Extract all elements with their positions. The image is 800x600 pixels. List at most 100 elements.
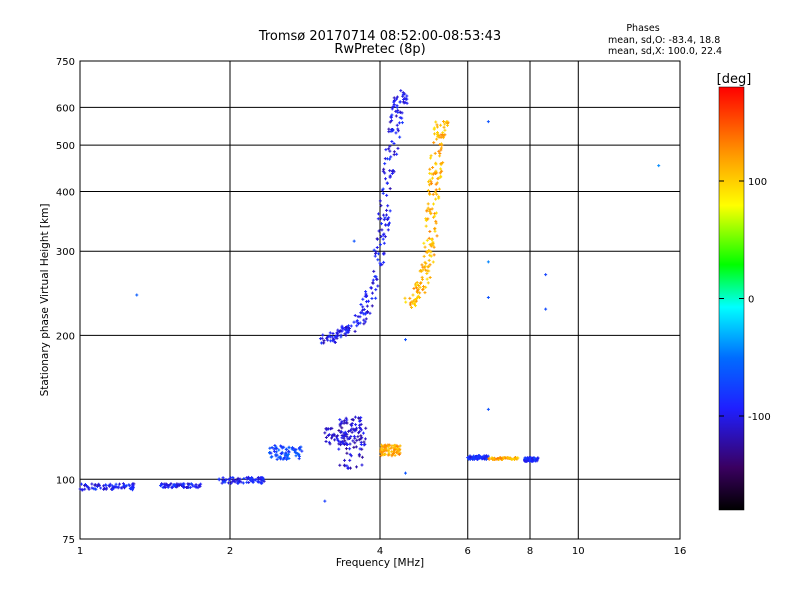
- data-point: [424, 285, 428, 289]
- data-point: [431, 192, 435, 196]
- data-point: [437, 149, 441, 153]
- data-point: [501, 456, 505, 460]
- data-point: [79, 482, 83, 486]
- data-point: [348, 458, 352, 462]
- data-point: [486, 407, 490, 411]
- data-point: [321, 333, 325, 337]
- y-tick-label: 200: [56, 331, 75, 342]
- data-point: [108, 484, 112, 488]
- data-point: [361, 305, 365, 309]
- data-point: [379, 222, 383, 226]
- data-point: [486, 296, 490, 300]
- data-point: [397, 121, 401, 125]
- data-point: [356, 435, 360, 439]
- data-point: [282, 445, 286, 449]
- data-point: [355, 426, 359, 430]
- data-point: [345, 421, 349, 425]
- data-point: [432, 202, 436, 206]
- data-point: [275, 453, 279, 457]
- data-point: [385, 157, 389, 161]
- data-point: [340, 426, 344, 430]
- data-point: [434, 221, 438, 225]
- data-point: [242, 476, 246, 480]
- data-point: [326, 338, 330, 342]
- data-point: [421, 288, 425, 292]
- data-point: [524, 457, 528, 461]
- data-point: [362, 440, 366, 444]
- data-point: [196, 486, 200, 490]
- data-point: [355, 438, 359, 442]
- data-point: [370, 291, 374, 295]
- data-point: [443, 122, 447, 126]
- data-point: [382, 167, 386, 171]
- data-point: [347, 324, 351, 328]
- data-point: [382, 260, 386, 264]
- data-point: [392, 150, 396, 154]
- data-point: [354, 445, 358, 449]
- data-point: [390, 450, 394, 454]
- data-point: [427, 258, 431, 262]
- data-point: [382, 447, 386, 451]
- data-point: [440, 169, 444, 173]
- data-point: [369, 286, 373, 290]
- data-point: [413, 304, 417, 308]
- data-point: [386, 204, 390, 208]
- data-point: [433, 132, 437, 136]
- data-point: [348, 442, 352, 446]
- data-point: [415, 297, 419, 301]
- data-point: [424, 224, 428, 228]
- data-point: [441, 131, 445, 135]
- data-point: [381, 444, 385, 448]
- data-point: [404, 300, 408, 304]
- data-point: [327, 440, 331, 444]
- data-point: [388, 175, 392, 179]
- data-point: [159, 483, 163, 487]
- data-point: [499, 457, 503, 461]
- data-point: [427, 248, 431, 252]
- data-point: [249, 478, 253, 482]
- data-point: [528, 458, 532, 462]
- data-point: [422, 254, 426, 258]
- data-point: [394, 109, 398, 113]
- data-point: [381, 191, 385, 195]
- colorbar-tick-label: 0: [748, 295, 754, 306]
- data-point: [338, 463, 342, 467]
- data-point: [425, 238, 429, 242]
- data-point: [343, 430, 347, 434]
- data-point: [387, 449, 391, 453]
- data-point: [331, 331, 335, 335]
- data-point: [437, 187, 441, 191]
- data-point: [403, 296, 407, 300]
- data-point: [392, 99, 396, 103]
- data-point: [275, 457, 279, 461]
- data-point: [399, 89, 403, 93]
- data-point: [345, 451, 349, 455]
- data-point: [337, 440, 341, 444]
- data-point: [386, 228, 390, 232]
- data-point: [333, 438, 337, 442]
- phases-line-x: mean, sd,X: 100.0, 22.4: [608, 46, 722, 57]
- data-point: [439, 175, 443, 179]
- data-point: [131, 488, 135, 492]
- data-point: [398, 447, 402, 451]
- data-point: [251, 479, 255, 483]
- data-point: [353, 415, 357, 419]
- data-point: [189, 482, 193, 486]
- data-point: [294, 448, 298, 452]
- data-point: [364, 290, 368, 294]
- data-point: [438, 142, 442, 146]
- data-point: [345, 464, 349, 468]
- data-point: [339, 431, 343, 435]
- data-point: [491, 457, 495, 461]
- data-point: [439, 162, 443, 166]
- data-point: [230, 480, 234, 484]
- data-point: [379, 446, 383, 450]
- data-point: [388, 169, 392, 173]
- data-point: [433, 214, 437, 218]
- data-point: [431, 166, 435, 170]
- data-point: [420, 263, 424, 267]
- data-point: [239, 480, 243, 484]
- data-point: [403, 471, 407, 475]
- data-point: [481, 455, 485, 459]
- data-point: [424, 218, 428, 222]
